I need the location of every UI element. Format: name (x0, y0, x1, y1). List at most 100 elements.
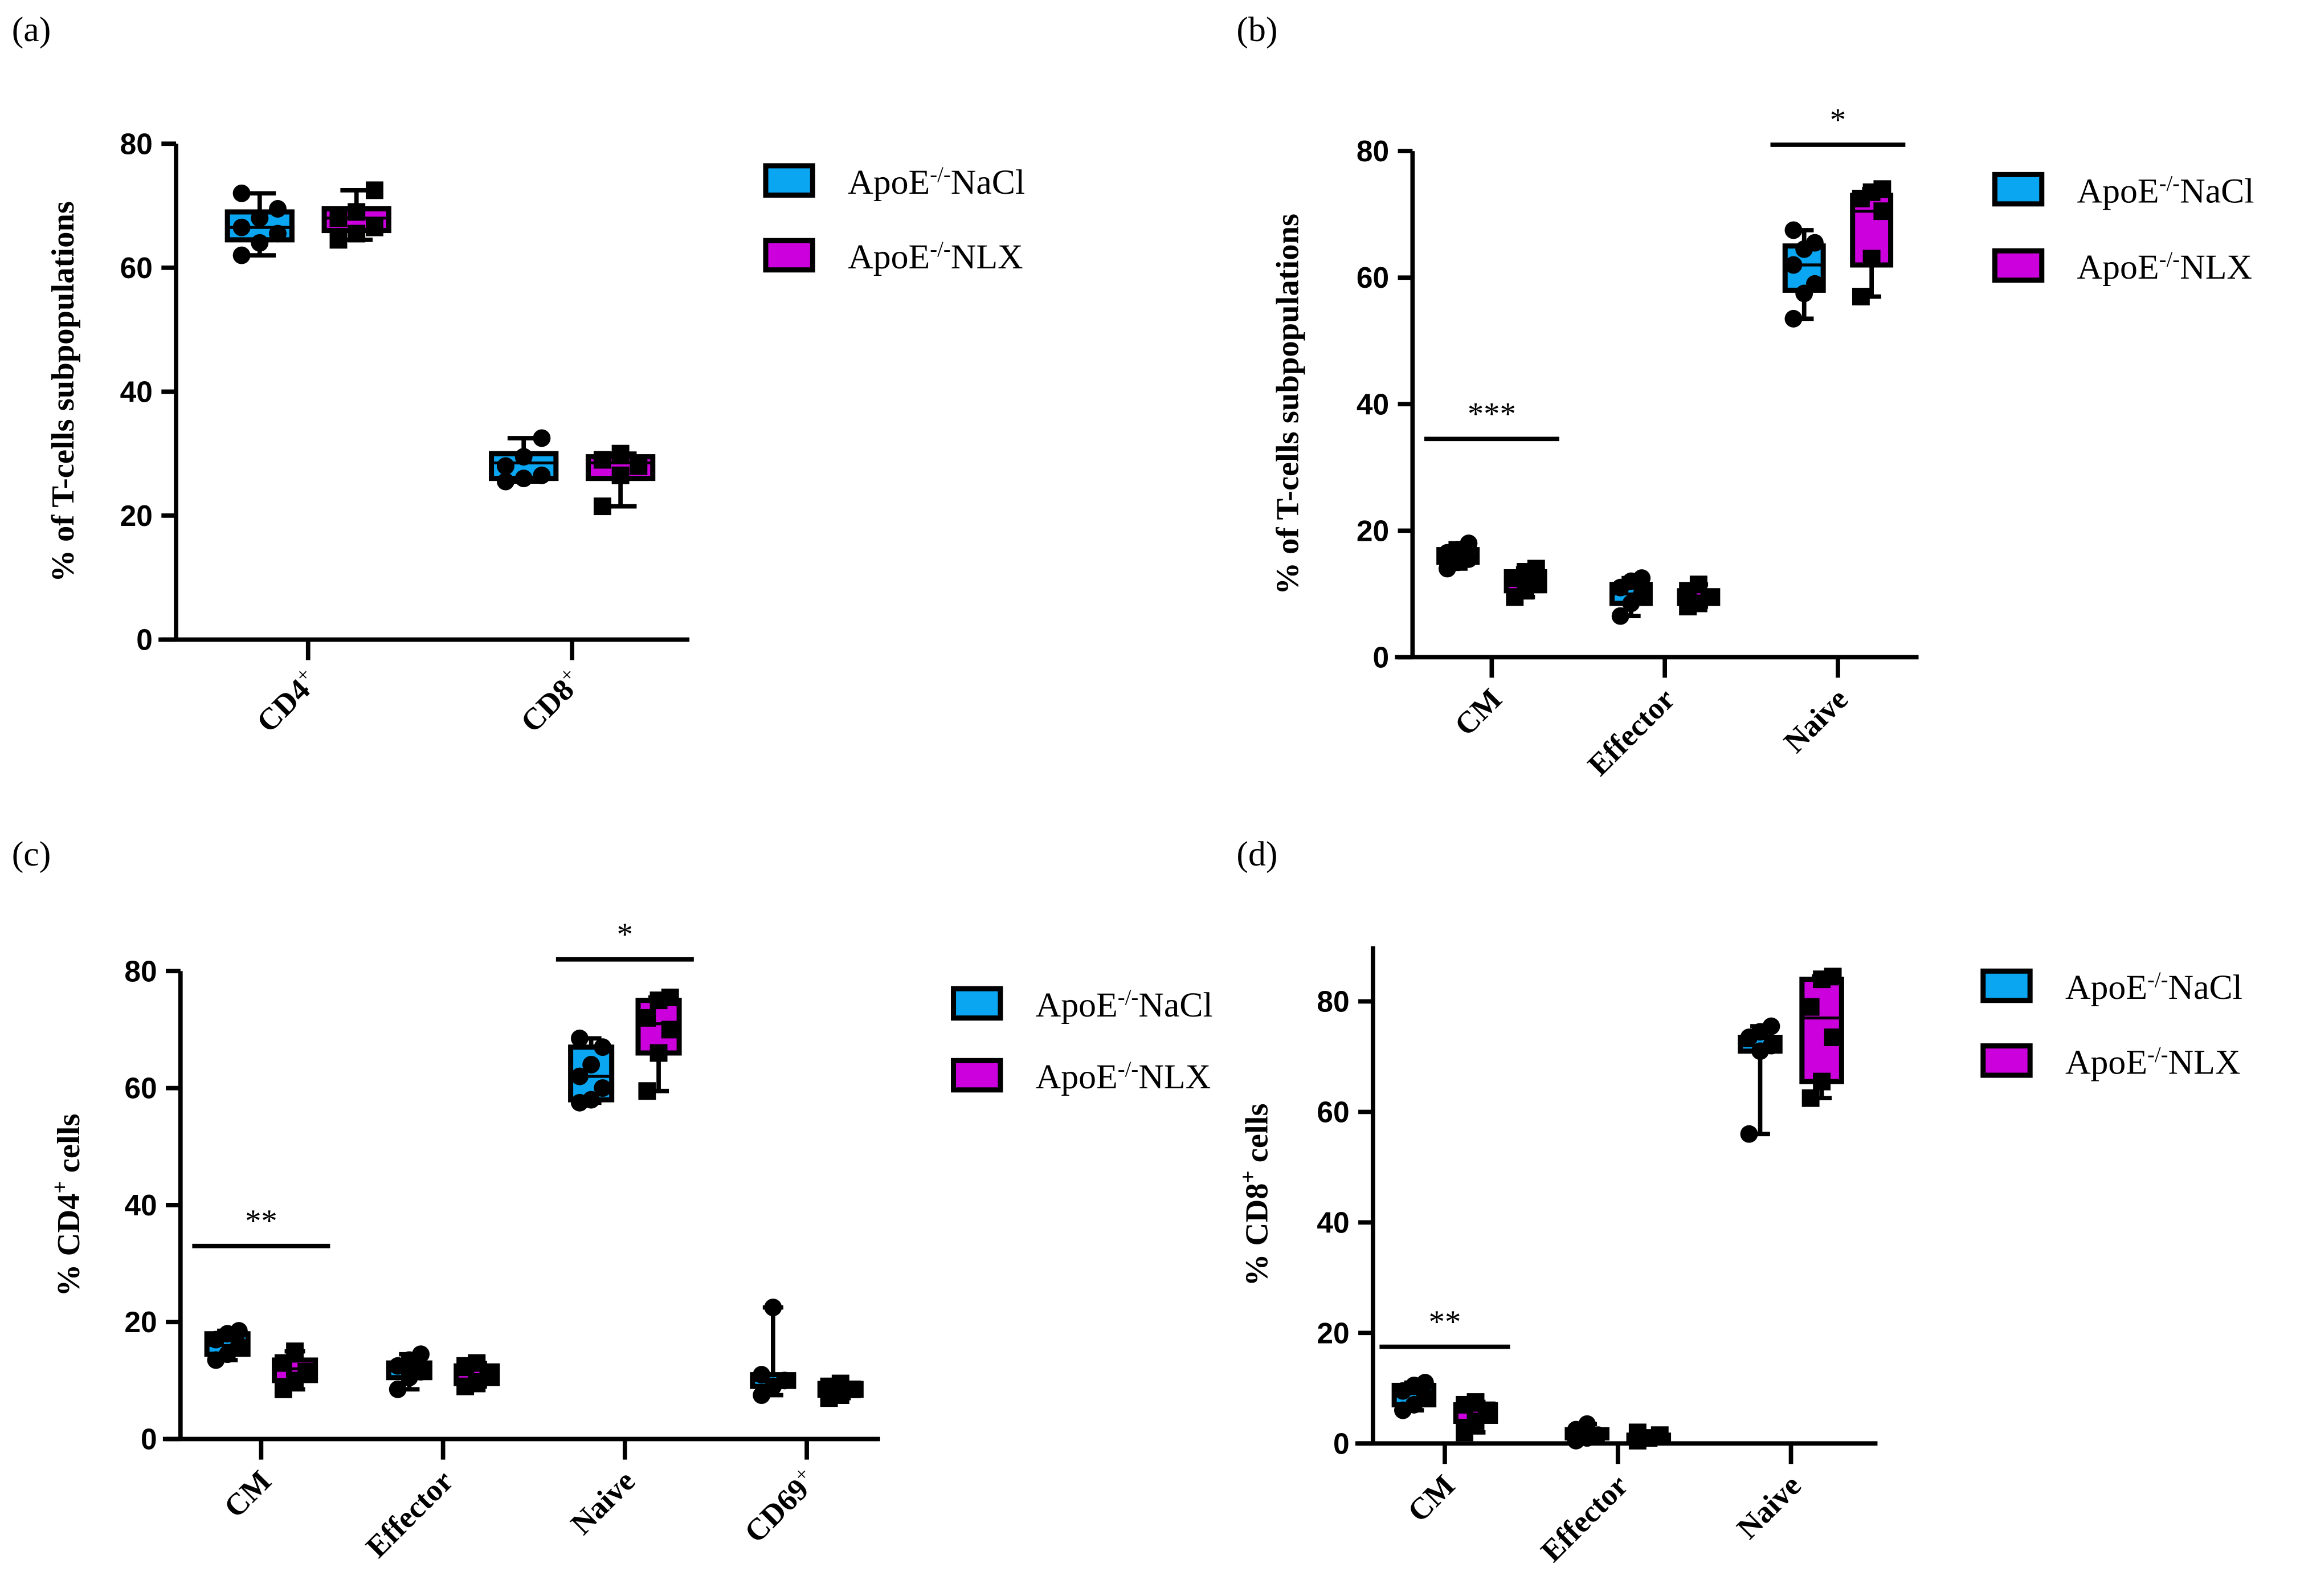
legend-sup: -/- (930, 163, 950, 187)
data-point (297, 1363, 316, 1381)
box-nlx (1850, 180, 1894, 305)
legend-base: ApoE (1036, 1058, 1118, 1096)
data-point (611, 444, 630, 463)
y-axis-label: % of T-cells subpopulations (46, 201, 81, 582)
data-point (638, 1009, 656, 1027)
box-nlx (817, 1374, 864, 1407)
data-point (269, 224, 287, 243)
legend-rest: NLX (1138, 1058, 1211, 1096)
legend-rest: NaCl (951, 163, 1025, 202)
y-axis-label: % CD4+ cells (48, 1113, 87, 1296)
data-point (412, 1345, 430, 1364)
data-point (1651, 1426, 1669, 1444)
data-point (468, 1354, 486, 1372)
y-axis-label-part: + (48, 1181, 72, 1193)
data-point (1416, 1387, 1434, 1406)
category-name: Naive (1777, 682, 1854, 760)
data-point (348, 203, 366, 221)
box-nacl (1782, 221, 1826, 328)
data-point (412, 1363, 430, 1381)
category-name: Effector (1581, 682, 1681, 782)
legend-label: ApoE-/-NLX (1036, 1058, 1211, 1096)
data-point (594, 1038, 612, 1056)
panel-label: (b) (1236, 10, 1277, 49)
x-tick-label: Naive (1730, 1468, 1808, 1546)
y-axis-label-part: + (1236, 1170, 1260, 1183)
y-tick-label: 20 (1357, 514, 1389, 547)
data-point (232, 184, 251, 202)
legend-rest: NLX (2168, 1043, 2241, 1081)
data-point (365, 181, 383, 199)
y-tick-label: 0 (136, 623, 153, 656)
y-tick-label: 40 (1357, 387, 1389, 421)
box-nlx (1504, 560, 1547, 606)
legend-sup: -/- (1118, 1058, 1138, 1081)
legend-swatch-nacl (763, 163, 815, 198)
box-nlx (321, 181, 391, 249)
data-point (582, 1056, 600, 1073)
category-name: CM (1401, 1468, 1461, 1529)
box-nacl (750, 1299, 796, 1404)
legend-sup: -/- (1118, 986, 1138, 1010)
box-nlx (1626, 1423, 1672, 1450)
x-tick-label: CM (1401, 1468, 1461, 1529)
data-point (232, 246, 251, 264)
data-point (593, 451, 611, 469)
data-point (1873, 180, 1892, 198)
data-point (1784, 309, 1803, 328)
legend-rest: NLX (951, 238, 1023, 276)
data-point (348, 224, 366, 243)
legend-swatch-nacl (951, 986, 1003, 1021)
data-point (269, 200, 287, 218)
significance-label: * (1830, 102, 1846, 137)
data-point (753, 1366, 771, 1384)
legend-swatch-nacl (1992, 172, 2045, 207)
data-point (661, 989, 679, 1006)
data-point (661, 1021, 679, 1039)
data-point (1466, 1393, 1485, 1411)
data-point (514, 448, 533, 466)
x-tick-label: Effector (1581, 682, 1681, 782)
category-name: Naive (564, 1464, 642, 1541)
data-point (365, 218, 383, 236)
x-tick-label: CD8+ (512, 663, 589, 739)
y-axis-label-part: cells (1239, 1103, 1274, 1170)
legend-label: ApoE-/-NLX (2077, 248, 2253, 287)
data-point (1633, 569, 1651, 587)
data-point (251, 234, 269, 252)
data-point (1824, 1028, 1842, 1046)
y-tick-label: 20 (124, 1305, 157, 1338)
y-axis-label-part: % of T-cells subpopulations (1270, 214, 1306, 595)
legend-label: ApoE-/-NLX (2065, 1043, 2241, 1081)
y-tick-label: 60 (120, 251, 153, 284)
legend-base: ApoE (848, 238, 930, 276)
box-nacl (489, 429, 559, 491)
x-tick-label: CM (217, 1464, 277, 1524)
significance-label: ** (245, 1203, 277, 1239)
y-axis-label-part: % CD4 (51, 1193, 87, 1296)
data-point (1801, 998, 1820, 1016)
category-name: CM (1448, 682, 1508, 742)
panel-label: (d) (1236, 835, 1277, 873)
legend-swatch-nlx (1980, 1043, 2033, 1078)
data-point (611, 466, 630, 484)
legend-sup: -/- (2159, 248, 2180, 272)
box-nlx (585, 444, 656, 516)
data-point (497, 472, 514, 491)
data-point (582, 1091, 600, 1109)
data-point (593, 497, 611, 516)
data-point (514, 470, 533, 488)
legend-sup: -/- (930, 238, 950, 262)
y-tick-label: 40 (1317, 1206, 1349, 1239)
category-name: Effector (359, 1464, 460, 1564)
data-point (1633, 585, 1651, 603)
data-point (1824, 968, 1842, 986)
box-nacl (1564, 1415, 1609, 1450)
legend-label: ApoE-/-NLX (848, 238, 1023, 276)
data-point (1578, 1415, 1596, 1433)
chart-panel-b: (b) 0 20 40 60 80 % of T-cells subpopulations C… (1236, 10, 2254, 782)
y-tick-label: 80 (1317, 985, 1349, 1018)
legend-swatch-nlx (951, 1058, 1003, 1093)
data-point (389, 1380, 407, 1398)
